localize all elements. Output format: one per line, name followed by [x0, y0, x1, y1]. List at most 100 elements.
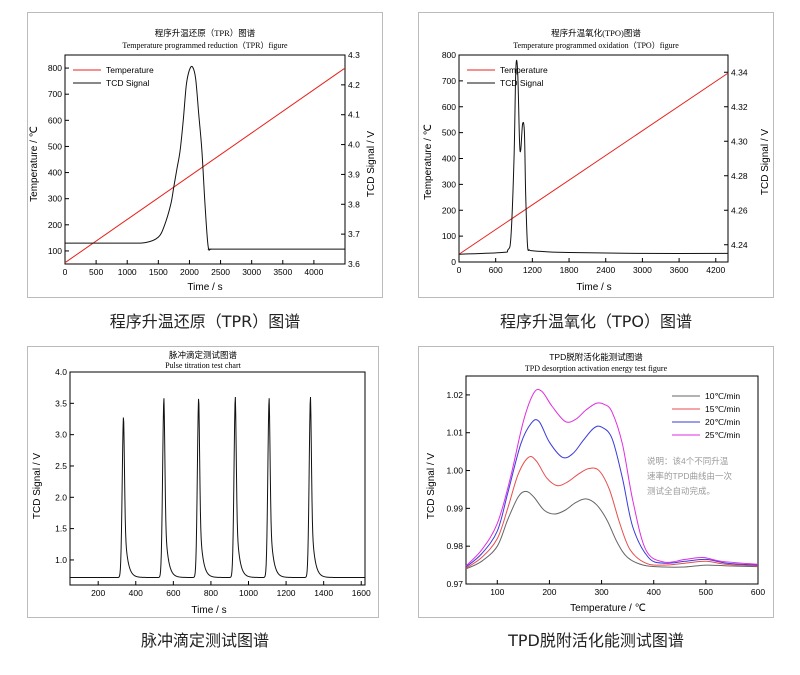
y-tick-label: 1.01: [446, 428, 463, 438]
legend-label: TCD Signal: [106, 78, 150, 88]
x-tick-label: 1400: [314, 588, 333, 598]
x-tick-label: 400: [129, 588, 143, 598]
tpd-panel: TPD脱附活化能测试图谱 TPD desorption activation e…: [418, 346, 774, 618]
y-tick-label: 800: [442, 50, 456, 60]
y-tick-label: 0.99: [446, 503, 463, 513]
tpd-series-20min: [465, 419, 759, 568]
y2-tick-label: 3.6: [348, 259, 360, 269]
pulse-chart: 脉冲滴定测试图谱 Pulse titration test chart 200 4…: [27, 346, 379, 618]
tpd-series-25min: [465, 388, 759, 567]
series-line-tcd-signal: [458, 59, 729, 255]
x-tick-label: 200: [542, 587, 556, 597]
y-tick-label: 3.0: [55, 430, 67, 440]
x-tick-label: 800: [204, 588, 218, 598]
tpo-title: 程序升温氧化(TPO)图谱: [551, 28, 641, 38]
pulse-caption: 脉冲滴定测试图谱: [140, 631, 269, 650]
x-tick-label: 4200: [706, 265, 725, 275]
x-tick-label: 2400: [596, 265, 615, 275]
pulse-panel: 脉冲滴定测试图谱 Pulse titration test chart 200 4…: [27, 346, 379, 618]
y2-tick-label: 4.3: [348, 50, 360, 60]
pulse-xlabel: Time / s: [191, 605, 226, 616]
tpd-subtitle: TPD desorption activation energy test fi…: [525, 364, 668, 373]
plot-frame: [69, 371, 366, 586]
y-tick-label: 0.98: [446, 541, 463, 551]
tpo-chart: 程序升温氧化(TPO)图谱 Temperature programmed oxi…: [418, 12, 774, 298]
x-tick-label: 3000: [633, 265, 652, 275]
tpo-caption: 程序升温氧化（TPO）图谱: [499, 312, 693, 331]
plot-frame: [465, 375, 759, 585]
tpo-y2label: TCD Signal / V: [760, 129, 771, 195]
y-tick-label: 2.5: [55, 461, 67, 471]
y-tick-label: 700: [442, 76, 456, 86]
legend-label: Temperature: [500, 65, 548, 75]
legend-label: 10℃/min: [705, 391, 740, 401]
y2-tick-label: 4.30: [731, 136, 748, 146]
plot-frame: [64, 54, 346, 265]
tpo-subtitle: Temperature programmed oxidation（TPO）fig…: [513, 41, 679, 50]
y2-tick-label: 4.34: [731, 67, 748, 77]
y-tick-label: 600: [442, 102, 456, 112]
pulse-subtitle: Pulse titration test chart: [165, 361, 242, 370]
x-tick-label: 4000: [304, 267, 323, 277]
y-tick-label: 500: [48, 141, 62, 151]
x-tick-label: 500: [699, 587, 713, 597]
y-tick-label: 400: [48, 168, 62, 178]
tpo-ylabel: Temperature / ℃: [423, 124, 434, 200]
pulse-ylabel: TCD Signal / V: [32, 453, 43, 519]
x-tick-label: 1200: [523, 265, 542, 275]
y-tick-label: 300: [442, 179, 456, 189]
y-tick-label: 200: [48, 220, 62, 230]
y2-tick-label: 3.8: [348, 199, 360, 209]
tpd-note-line: 说明：该4个不同升温: [647, 456, 729, 466]
x-tick-label: 500: [89, 267, 103, 277]
tpr-chart: 程序升温还原（TPR）图谱 Temperature programmed red…: [27, 12, 383, 298]
y2-tick-label: 4.28: [731, 171, 748, 181]
x-tick-label: 3600: [670, 265, 689, 275]
pulse-title: 脉冲滴定测试图谱: [169, 350, 238, 360]
tpr-panel: 程序升温还原（TPR）图谱 Temperature programmed red…: [27, 12, 383, 298]
x-tick-label: 1600: [352, 588, 371, 598]
x-tick-label: 3000: [242, 267, 261, 277]
x-tick-label: 1500: [149, 267, 168, 277]
y-tick-label: 100: [442, 231, 456, 241]
y-tick-label: 700: [48, 89, 62, 99]
tpd-note-line: 测试全自动完成。: [647, 486, 715, 496]
tpd-note-line: 速率的TPD曲线由一次: [647, 471, 733, 481]
x-tick-label: 2500: [211, 267, 230, 277]
legend-label: Temperature: [106, 65, 154, 75]
y2-tick-label: 3.7: [348, 229, 360, 239]
y2-tick-label: 4.0: [348, 140, 360, 150]
x-tick-label: 200: [91, 588, 105, 598]
y-tick-label: 0: [451, 257, 456, 267]
tpd-series-10min: [465, 490, 759, 570]
y-tick-label: 2.0: [55, 492, 67, 502]
x-tick-label: 400: [647, 587, 661, 597]
y2-tick-label: 4.1: [348, 110, 360, 120]
x-tick-label: 600: [751, 587, 765, 597]
y-tick-label: 500: [442, 128, 456, 138]
y-tick-label: 1.00: [446, 466, 463, 476]
x-tick-label: 600: [489, 265, 503, 275]
y-tick-label: 1.0: [55, 555, 67, 565]
tpd-chart: TPD脱附活化能测试图谱 TPD desorption activation e…: [418, 346, 774, 618]
x-tick-label: 3500: [273, 267, 292, 277]
tpr-caption: 程序升温还原（TPR）图谱: [109, 312, 301, 331]
x-tick-label: 300: [594, 587, 608, 597]
series-line-tcd-signal: [64, 65, 345, 251]
y-tick-label: 3.5: [55, 398, 67, 408]
x-tick-label: 0: [63, 267, 68, 277]
tpd-ylabel: TCD Signal / V: [426, 453, 437, 519]
tpr-title: 程序升温还原（TPR）图谱: [155, 28, 256, 38]
legend-label: 15℃/min: [705, 404, 740, 414]
legend-label: 25℃/min: [705, 430, 740, 440]
y-tick-label: 200: [442, 205, 456, 215]
x-tick-label: 600: [166, 588, 180, 598]
tpd-title: TPD脱附活化能测试图谱: [549, 352, 643, 362]
legend-label: TCD Signal: [500, 78, 544, 88]
x-tick-label: 100: [490, 587, 504, 597]
y-tick-label: 600: [48, 115, 62, 125]
y-tick-label: 1.5: [55, 524, 67, 534]
tpd-series-15min: [465, 455, 759, 569]
tpo-panel: 程序升温氧化(TPO)图谱 Temperature programmed oxi…: [418, 12, 774, 298]
y2-tick-label: 3.9: [348, 169, 360, 179]
